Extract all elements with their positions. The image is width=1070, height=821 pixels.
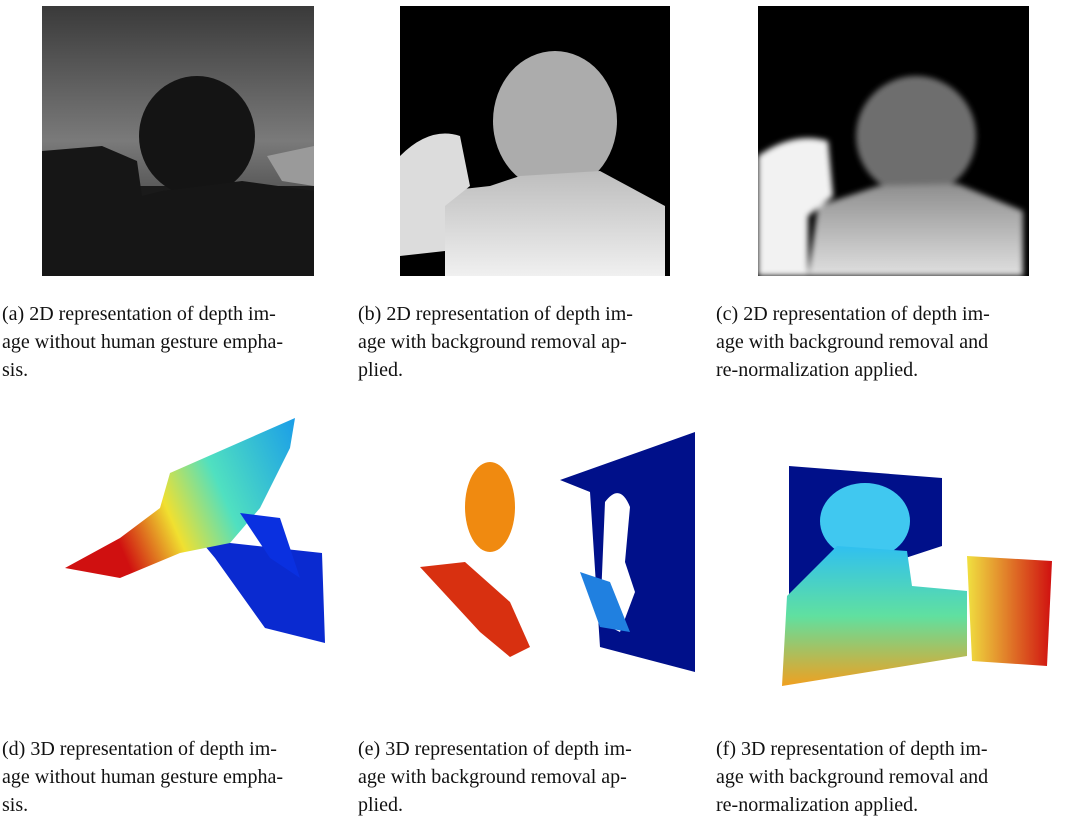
point-cloud-d bbox=[60, 418, 335, 643]
caption-line: age with background removal ap- bbox=[358, 328, 708, 356]
caption: (a) 2D representation of depth im- age w… bbox=[2, 300, 352, 384]
caption: (c) 2D representation of depth im- age w… bbox=[716, 300, 1066, 384]
caption-line: age with background removal and bbox=[716, 328, 1066, 356]
caption: (f) 3D representation of depth im- age w… bbox=[716, 735, 1066, 819]
caption-line: re-normalization applied. bbox=[716, 356, 1066, 384]
caption-line: (e) 3D representation of depth im- bbox=[358, 735, 708, 763]
caption-line: (b) 2D representation of depth im- bbox=[358, 300, 708, 328]
caption-line: (d) 3D representation of depth im- bbox=[2, 735, 352, 763]
caption-line: plied. bbox=[358, 356, 708, 384]
depth-image-c bbox=[758, 6, 1029, 276]
depth-image-a bbox=[42, 6, 314, 276]
page: (a) 2D representation of depth im- age w… bbox=[0, 0, 1070, 821]
depth-image-b bbox=[400, 6, 670, 276]
caption-line: sis. bbox=[2, 356, 352, 384]
caption: (b) 2D representation of depth im- age w… bbox=[358, 300, 708, 384]
caption-line: plied. bbox=[358, 791, 708, 819]
caption-line: age with background removal and bbox=[716, 763, 1066, 791]
caption-line: (f) 3D representation of depth im- bbox=[716, 735, 1066, 763]
caption-line: (a) 2D representation of depth im- bbox=[2, 300, 352, 328]
caption-line: age without human gesture empha- bbox=[2, 328, 352, 356]
caption-line: (c) 2D representation of depth im- bbox=[716, 300, 1066, 328]
caption-line: sis. bbox=[2, 791, 352, 819]
caption-line: age without human gesture empha- bbox=[2, 763, 352, 791]
caption: (e) 3D representation of depth im- age w… bbox=[358, 735, 708, 819]
point-cloud-f bbox=[777, 466, 1062, 691]
caption: (d) 3D representation of depth im- age w… bbox=[2, 735, 352, 819]
caption-line: re-normalization applied. bbox=[716, 791, 1066, 819]
point-cloud-e bbox=[420, 432, 700, 672]
caption-line: age with background removal ap- bbox=[358, 763, 708, 791]
